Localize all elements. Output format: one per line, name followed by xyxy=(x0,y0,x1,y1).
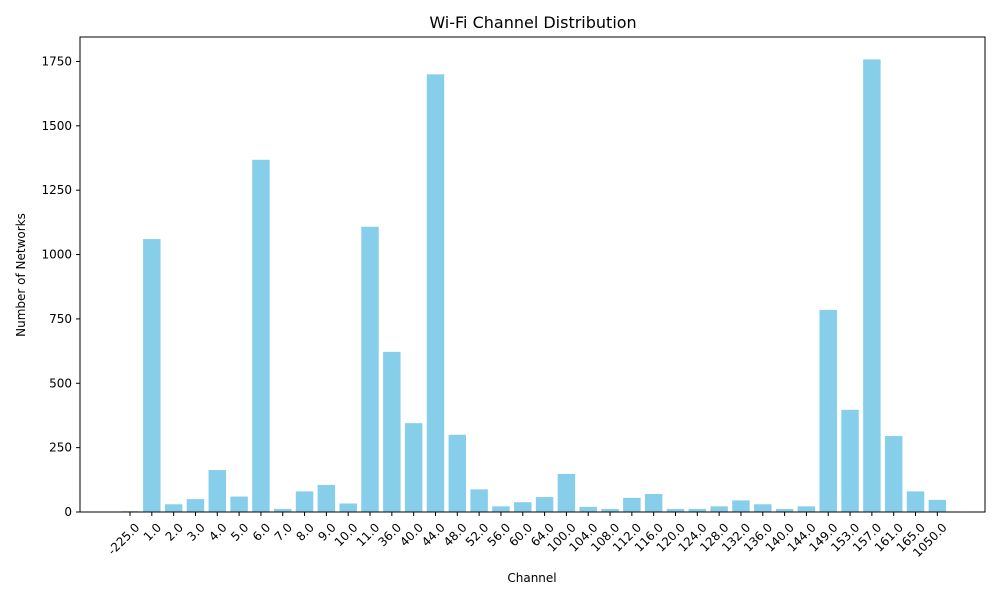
bar-136.0 xyxy=(754,504,772,512)
bar-64.0 xyxy=(535,497,554,512)
bar-44.0 xyxy=(426,74,445,512)
bar-124.0 xyxy=(688,508,707,512)
bar-60.0 xyxy=(514,502,532,512)
bar-48.0 xyxy=(448,434,467,512)
y-tick-label: 1000 xyxy=(41,248,72,262)
y-tick-label: 0 xyxy=(64,505,72,519)
x-tick-label: -225.0 xyxy=(105,520,142,557)
bar-6.0 xyxy=(252,159,270,513)
bar-56.0 xyxy=(492,506,510,512)
x-axis-label: Channel xyxy=(507,571,556,585)
y-tick-label: 1500 xyxy=(41,119,72,133)
bar-3.0 xyxy=(186,499,205,512)
bars-group xyxy=(121,59,947,513)
bar-5.0 xyxy=(230,496,248,512)
bar-128.0 xyxy=(710,506,728,512)
x-tick-label: 52.0 xyxy=(463,520,492,549)
bar-4.0 xyxy=(208,470,227,512)
y-tick-label: 750 xyxy=(49,312,72,326)
bar-112.0 xyxy=(623,497,641,512)
y-axis: 0 250 500 750 1000 1250 1500 1750 xyxy=(41,54,80,519)
y-tick-label: 1750 xyxy=(41,54,72,68)
bar-2.0 xyxy=(164,504,183,512)
x-tick-label: 60.0 xyxy=(506,520,535,549)
bar-8.0 xyxy=(295,491,314,512)
x-tick-label: 40.0 xyxy=(397,520,426,549)
bar-120.0 xyxy=(666,508,685,512)
plot-frame xyxy=(79,36,986,513)
bar-40.0 xyxy=(404,423,423,512)
bar-157.0 xyxy=(863,59,881,513)
x-tick-label: 8.0 xyxy=(294,520,317,543)
y-tick-label: 250 xyxy=(49,441,72,455)
x-tick-label: 1.0 xyxy=(141,520,164,543)
chart-title: Wi-Fi Channel Distribution xyxy=(429,13,636,32)
bar-52.0 xyxy=(470,489,488,512)
x-tick-label: 6.0 xyxy=(250,520,273,543)
bar-161.0 xyxy=(884,436,903,512)
y-axis-label: Number of Networks xyxy=(14,213,28,337)
x-axis: -225.01.02.03.04.05.06.07.08.09.010.011.… xyxy=(105,512,950,560)
bar-10.0 xyxy=(339,503,357,512)
x-tick-label: 3.0 xyxy=(184,520,207,543)
bar-149.0 xyxy=(819,309,837,512)
x-tick-label: 48.0 xyxy=(441,520,470,549)
y-tick-label: 500 xyxy=(49,376,72,390)
bar-1050.0 xyxy=(928,499,947,512)
x-tick-label: 36.0 xyxy=(375,520,404,549)
bar-153.0 xyxy=(841,409,859,512)
bar-165.0 xyxy=(906,491,925,512)
bar-1.0 xyxy=(143,239,161,512)
bar-7.0 xyxy=(274,508,292,512)
bar-36.0 xyxy=(383,351,401,512)
bar-108.0 xyxy=(601,508,619,512)
bar-11.0 xyxy=(361,226,379,513)
bar-100.0 xyxy=(557,473,576,512)
bar-132.0 xyxy=(732,500,750,512)
x-tick-label: 2.0 xyxy=(163,520,186,543)
x-tick-label: 44.0 xyxy=(419,520,448,549)
bar-144.0 xyxy=(797,506,816,512)
x-tick-label: 7.0 xyxy=(272,520,295,543)
bar-9.0 xyxy=(317,484,336,512)
x-tick-label: 5.0 xyxy=(228,520,251,543)
bar-116.0 xyxy=(644,493,663,512)
x-tick-label: 11.0 xyxy=(354,520,383,549)
x-tick-label: 56.0 xyxy=(484,520,513,549)
bar-104.0 xyxy=(579,506,597,512)
y-tick-label: 1250 xyxy=(41,183,72,197)
x-tick-label: 10.0 xyxy=(332,520,361,549)
x-tick-label: 4.0 xyxy=(206,520,229,543)
bar-140.0 xyxy=(775,508,794,512)
